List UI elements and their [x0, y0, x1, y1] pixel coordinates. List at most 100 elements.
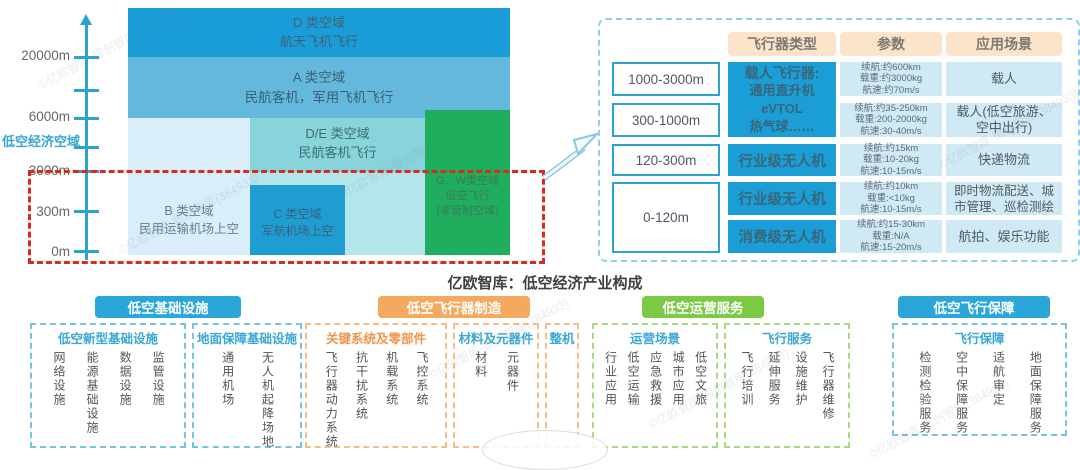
param-line: 载重:200-2000kg — [855, 114, 927, 126]
param-line: 载重:N/A — [872, 230, 910, 242]
zone-gw-line1: G、W类空域 — [436, 175, 499, 187]
industry-item: 应急救援 — [648, 351, 663, 407]
zone-d-label: D 类空域 航天飞机飞行 — [128, 14, 510, 52]
industry-item: 地面保障服务 — [1028, 351, 1043, 435]
param-line: 续航:约15km — [863, 142, 919, 154]
industry-item: 低空文旅 — [693, 351, 708, 407]
box-ground-support-infrastructure: 地面保障基础设施 通用机场 无人机起降场地 — [192, 323, 302, 449]
zone-gw-space — [425, 110, 510, 255]
group-flight-support-header: 低空飞行保障 — [898, 296, 1050, 318]
axis-tick — [74, 250, 99, 253]
industry-item: 检测检验服务 — [917, 351, 932, 435]
band-1000-3000m: 1000-3000m — [612, 62, 720, 96]
params-row3: 续航:约15km 载重:10-20kg 航速:10-15m/s — [840, 142, 942, 177]
zone-c-line2: 军航机场上空 — [261, 224, 334, 239]
param-line: 航速:10-15m/s — [860, 204, 922, 216]
scenario-row3: 快递物流 — [946, 144, 1062, 176]
param-line: 续航:约15-30km — [856, 219, 926, 231]
zone-gw-line2: 低空飞行 — [445, 189, 490, 202]
industry-item: 延伸服务 — [767, 351, 782, 407]
zone-b-line2: 民用运输机场上空 — [138, 222, 239, 237]
axis-label-20000m: 20000m — [21, 48, 70, 63]
axis-label-6000m: 6000m — [28, 109, 70, 124]
box-flight-support: 飞行保障 检测检验服务 空中保障服务 适航审定 地面保障服务 — [892, 323, 1067, 436]
scenario-row5: 航拍、娱乐功能 — [946, 220, 1062, 253]
zone-b-line1: B 类空域 — [164, 204, 214, 218]
group-manufacturing-header: 低空飞行器制造 — [378, 296, 530, 318]
item-list: 行业应用 低空运输 应急救援 城市应用 低空文旅 — [594, 347, 716, 407]
industry-item: 飞控系统 — [414, 351, 429, 407]
zone-gw-line3: (非管制空域) — [436, 204, 499, 217]
zone-b-label: B 类空域 民用运输机场上空 — [126, 202, 252, 238]
industry-item: 空中保障服务 — [954, 351, 969, 435]
type-industrial-drone-1: 行业级无人机 — [728, 144, 836, 176]
axis-label-300m: 300m — [36, 204, 70, 219]
box-subtitle: 地面保障基础设施 — [196, 332, 297, 346]
industry-item: 行业应用 — [603, 351, 618, 407]
zone-b-space — [128, 118, 250, 255]
industry-item: 飞行器动力系统 — [324, 351, 339, 449]
params-row1: 续航:约600km 载重:约3000kg 航速:约70m/s — [840, 62, 942, 96]
box-subtitle: 飞行保障 — [954, 332, 1005, 346]
box-subtitle: 整机 — [549, 332, 575, 346]
industry-item: 机载系统 — [384, 351, 399, 407]
axis-tick — [74, 210, 99, 213]
box-complete-aircraft: 整机 — [545, 323, 579, 448]
zone-a-space — [128, 57, 510, 118]
zone-c-space — [250, 185, 345, 255]
header-scenarios: 应用场景 — [946, 32, 1062, 56]
industry-item: 能源基础设施 — [85, 351, 100, 435]
industry-item: 通用机场 — [220, 351, 235, 407]
band-120-300m: 120-300m — [612, 144, 720, 176]
param-line: 航速:10-15m/s — [860, 165, 922, 177]
item-list: 飞行器动力系统 抗干扰系统 机载系统 飞控系统 — [307, 347, 445, 449]
box-subtitle: 低空新型基础设施 — [57, 332, 158, 346]
type-manned-line3: eVTOL — [761, 100, 803, 116]
industry-item: 飞行培训 — [740, 351, 755, 407]
band-300-1000m: 300-1000m — [612, 103, 720, 137]
industry-item: 无人机起降场地 — [260, 351, 275, 449]
param-line: 载重:<10kg — [867, 192, 915, 204]
industry-item: 网络设施 — [52, 351, 67, 407]
params-row2: 续航:约35-250km 载重:200-2000kg 航速:30-40m/s — [840, 103, 942, 137]
type-industrial-drone-2: 行业级无人机 — [728, 182, 836, 215]
box-operation-scenarios: 运营场景 行业应用 低空运输 应急救援 城市应用 低空文旅 — [592, 323, 718, 448]
zone-d-line1: D 类空域 — [292, 15, 345, 30]
connector-arrow-icon — [542, 132, 601, 181]
zone-gw-label: G、W类空域 低空飞行 (非管制空域) — [423, 174, 512, 219]
zone-d-space — [128, 8, 510, 57]
group-operation-header: 低空运营服务 — [642, 296, 764, 318]
zone-c-line1: C 类空域 — [273, 207, 322, 221]
zone-a-line2: 民航客机，军用飞机飞行 — [244, 89, 394, 105]
type-manned-line1: 载人飞行器: — [744, 64, 820, 81]
band-0-120m: 0-120m — [612, 182, 720, 253]
group-infrastructure-header: 低空基础设施 — [95, 296, 241, 318]
item-list: 通用机场 无人机起降场地 — [194, 347, 300, 449]
zone-de-space — [250, 118, 425, 172]
industry-item: 元器件 — [505, 351, 520, 393]
box-materials-components: 材料及元器件 材料 元器件 — [453, 323, 539, 448]
zone-a-label: A 类空域 民航客机，军用飞机飞行 — [128, 68, 510, 107]
box-subtitle: 材料及元器件 — [458, 332, 534, 346]
box-key-systems: 关键系统及零部件 飞行器动力系统 抗干扰系统 机载系统 飞控系统 — [305, 323, 447, 449]
industry-item: 抗干扰系统 — [354, 351, 369, 421]
low-altitude-zone-label: 低空经济空域 — [2, 134, 81, 149]
box-subtitle: 关键系统及零部件 — [325, 332, 426, 346]
industry-item: 材料 — [473, 351, 488, 379]
box-flight-services: 飞行服务 飞行培训 延伸服务 设施维护 飞行器维修 — [724, 323, 850, 448]
param-line: 续航:约600km — [861, 61, 921, 73]
box-new-infrastructure: 低空新型基础设施 网络设施 能源基础设施 数据设施 监管设施 — [30, 323, 186, 448]
type-consumer-drone: 消费级无人机 — [728, 220, 836, 253]
scenario-row1: 载人 — [946, 62, 1062, 96]
box-subtitle: 飞行服务 — [761, 332, 812, 346]
axis-tick — [74, 146, 99, 149]
axis-label-0m: 0m — [51, 244, 70, 259]
low-altitude-highlight-box — [28, 170, 545, 264]
param-line: 载重:约3000kg — [859, 73, 923, 85]
industry-item: 数据设施 — [118, 351, 133, 407]
figure-caption: 亿欧智库：低空经济产业构成 — [447, 275, 643, 292]
item-list: 网络设施 能源基础设施 数据设施 监管设施 — [32, 347, 184, 435]
altitude-axis — [85, 24, 88, 260]
axis-tick — [74, 89, 99, 92]
type-manned-aircraft: 载人飞行器: 通用直升机 eVTOL 热气球…… — [728, 62, 836, 137]
